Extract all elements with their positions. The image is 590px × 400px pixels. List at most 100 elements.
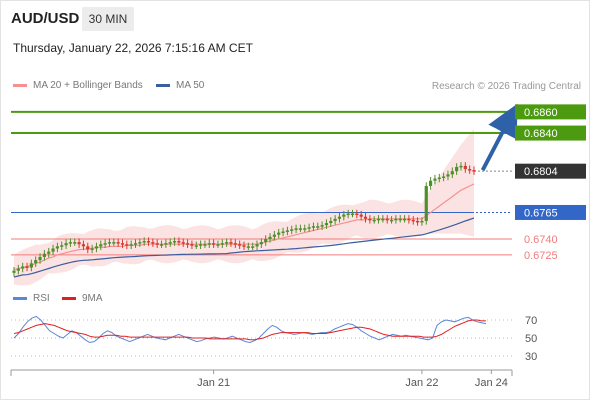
candle-body [463, 165, 467, 170]
candle-body [138, 242, 142, 244]
candle-body [81, 244, 86, 247]
candle-body [168, 242, 172, 244]
candle-body [77, 242, 81, 245]
candle-body [303, 228, 307, 230]
candle-body [316, 226, 320, 228]
candle-body [415, 220, 420, 223]
candle-body [346, 213, 350, 216]
candle-body [216, 244, 220, 246]
candle-body [246, 246, 250, 248]
candle-body [363, 216, 368, 219]
candle-body [233, 243, 237, 245]
candle-body [324, 223, 329, 226]
credit-text: Research © 2026 Trading Central [431, 81, 581, 92]
legend-ma50-label: MA 50 [176, 80, 205, 91]
interval-button[interactable]: 30 MIN [82, 7, 134, 31]
candle-body [255, 244, 259, 247]
candle-body [60, 245, 64, 247]
candle-body [268, 236, 272, 239]
candle-body [407, 218, 411, 221]
candle-body [372, 219, 376, 222]
candle-body [220, 243, 224, 245]
legend-9ma-label: 9MA [82, 293, 103, 304]
candle-body [225, 242, 229, 244]
candle-body [442, 176, 446, 178]
rsi-tick-2: 30 [525, 351, 537, 363]
candle-body [355, 213, 359, 216]
candle-body [420, 220, 424, 223]
level-label-1: 0.6840 [524, 128, 558, 140]
rsi-line [13, 315, 487, 344]
candle-body [229, 242, 233, 244]
candle-body [16, 268, 20, 271]
candle-body [116, 242, 120, 244]
legend-rsi: RSI [13, 293, 50, 304]
candle-body [359, 214, 363, 217]
ma50-line [13, 217, 475, 278]
candle-body [311, 226, 316, 228]
level-label-box-3 [515, 204, 586, 220]
candle-body [129, 244, 133, 246]
level-label-2: 0.6804 [524, 166, 558, 178]
candle-body [177, 241, 181, 243]
candle-body [424, 186, 428, 221]
legend-ma20-label: MA 20 + Bollinger Bands [33, 80, 143, 91]
candle-body [472, 170, 476, 172]
candle-body [242, 245, 246, 247]
ma20-swatch [13, 83, 27, 87]
rsi-tick-1: 50 [525, 333, 537, 345]
candle-body [277, 232, 281, 235]
candle-body [29, 263, 33, 268]
candle-body [259, 242, 263, 245]
timestamp: Thursday, January 22, 2026 7:15:16 AM CE… [13, 41, 253, 55]
candle-body [290, 229, 294, 231]
candle-body [172, 241, 177, 243]
candle-body [455, 166, 459, 172]
candle-body [90, 248, 94, 250]
candle-body [342, 214, 346, 217]
legend-ma20: MA 20 + Bollinger Bands [13, 80, 143, 91]
level-label-box-2 [515, 163, 586, 179]
candle-body [320, 225, 324, 227]
candle-body [159, 244, 164, 246]
candle-body [381, 218, 385, 221]
rsi-swatch [13, 296, 27, 300]
candle-body [350, 213, 355, 216]
candle-body [86, 246, 90, 250]
candle-body [190, 244, 194, 246]
candle-body [68, 242, 73, 244]
candle-body [437, 177, 441, 180]
legend-ma50: MA 50 [156, 80, 204, 91]
candle-body [146, 241, 151, 243]
candle-body [12, 270, 16, 273]
candle-body [42, 253, 46, 257]
candle-body [402, 218, 407, 221]
candle-body [285, 230, 289, 232]
candle-body [185, 243, 190, 245]
candle-body [203, 244, 207, 246]
candle-body [298, 228, 303, 230]
candle-body [394, 218, 398, 221]
candle-body [212, 243, 216, 245]
candle-body [112, 242, 116, 244]
candle-body [433, 178, 437, 181]
candle-body [385, 218, 389, 221]
candle-body [94, 246, 99, 249]
rsi-tick-0: 70 [525, 315, 537, 327]
candle-body [21, 266, 25, 269]
candle-body [272, 234, 276, 237]
candle-body [333, 218, 337, 221]
forecast-arrow [480, 103, 518, 172]
candle-body [107, 242, 112, 244]
candle-body [55, 246, 59, 249]
candle-body [164, 243, 168, 245]
candle-body [411, 219, 415, 222]
candle-body [389, 219, 394, 222]
candle-body [368, 218, 372, 221]
candle-body [25, 266, 29, 268]
candle-body [51, 248, 55, 252]
candle-body [450, 171, 454, 175]
candle-body [151, 242, 155, 244]
x-tick-label-2: Jan 24 [475, 377, 508, 389]
